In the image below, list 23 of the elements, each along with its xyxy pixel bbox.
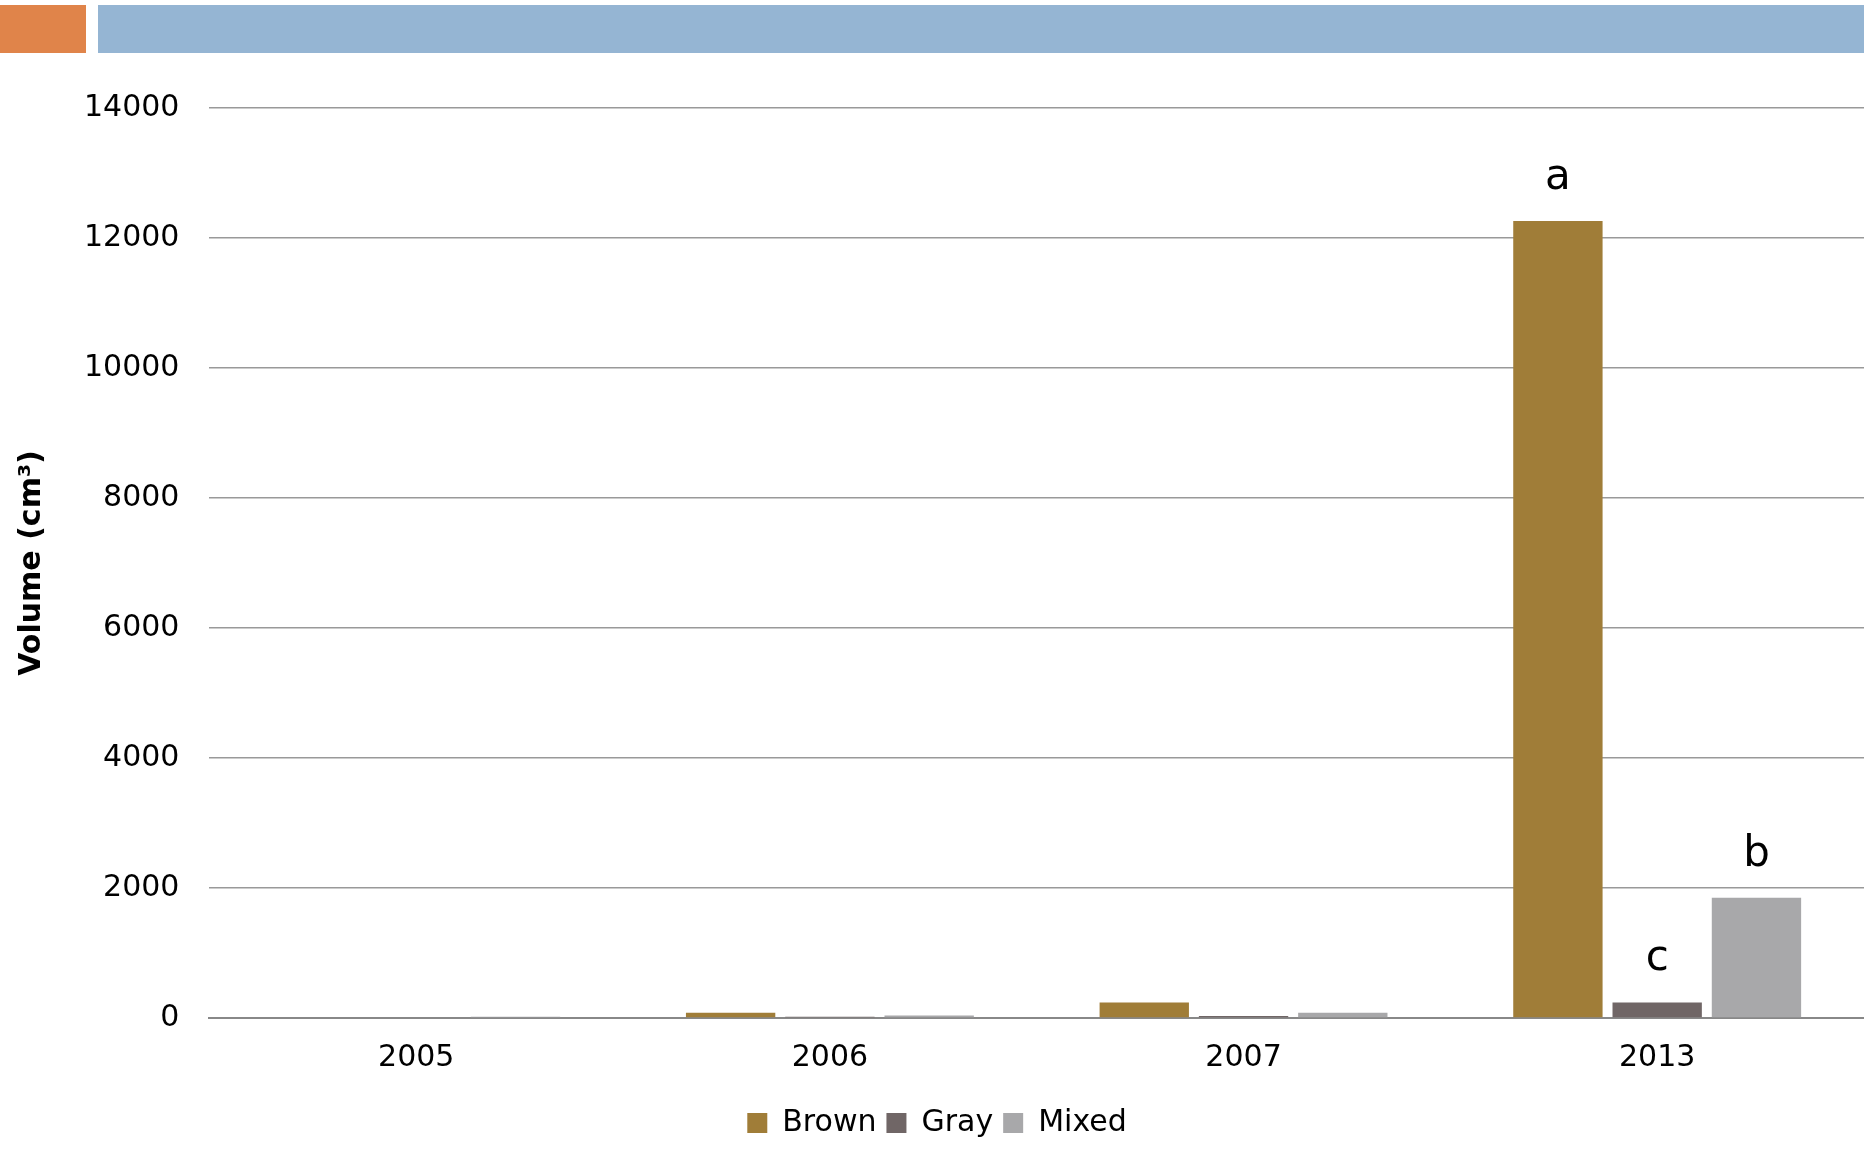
legend-label: Gray <box>921 1102 994 1138</box>
y-tick-label: 10000 <box>84 347 180 383</box>
y-tick-label: 6000 <box>103 607 180 643</box>
y-tick-label: 2000 <box>103 867 180 903</box>
y-axis-title: Volume (cm³) <box>11 450 47 676</box>
legend-label: Mixed <box>1038 1102 1127 1138</box>
bar <box>1711 897 1802 1018</box>
y-tick-label: 12000 <box>84 217 180 253</box>
y-tick-label: 4000 <box>103 737 180 773</box>
bar <box>1513 221 1603 1018</box>
legend-label: Brown <box>782 1102 877 1138</box>
bar <box>1099 1002 1189 1018</box>
annotation: a <box>1545 150 1571 200</box>
x-tick-label: 2007 <box>1205 1037 1282 1073</box>
x-tick-label: 2013 <box>1619 1037 1696 1073</box>
y-tick-label: 14000 <box>84 87 180 123</box>
x-tick-label: 2006 <box>791 1037 869 1073</box>
bar <box>1612 1002 1702 1018</box>
y-tick-label: 8000 <box>103 477 180 513</box>
y-tick-label: 0 <box>160 997 180 1033</box>
x-tick-label: 2005 <box>378 1037 455 1073</box>
annotation: c <box>1645 931 1669 981</box>
annotation: b <box>1743 826 1770 876</box>
